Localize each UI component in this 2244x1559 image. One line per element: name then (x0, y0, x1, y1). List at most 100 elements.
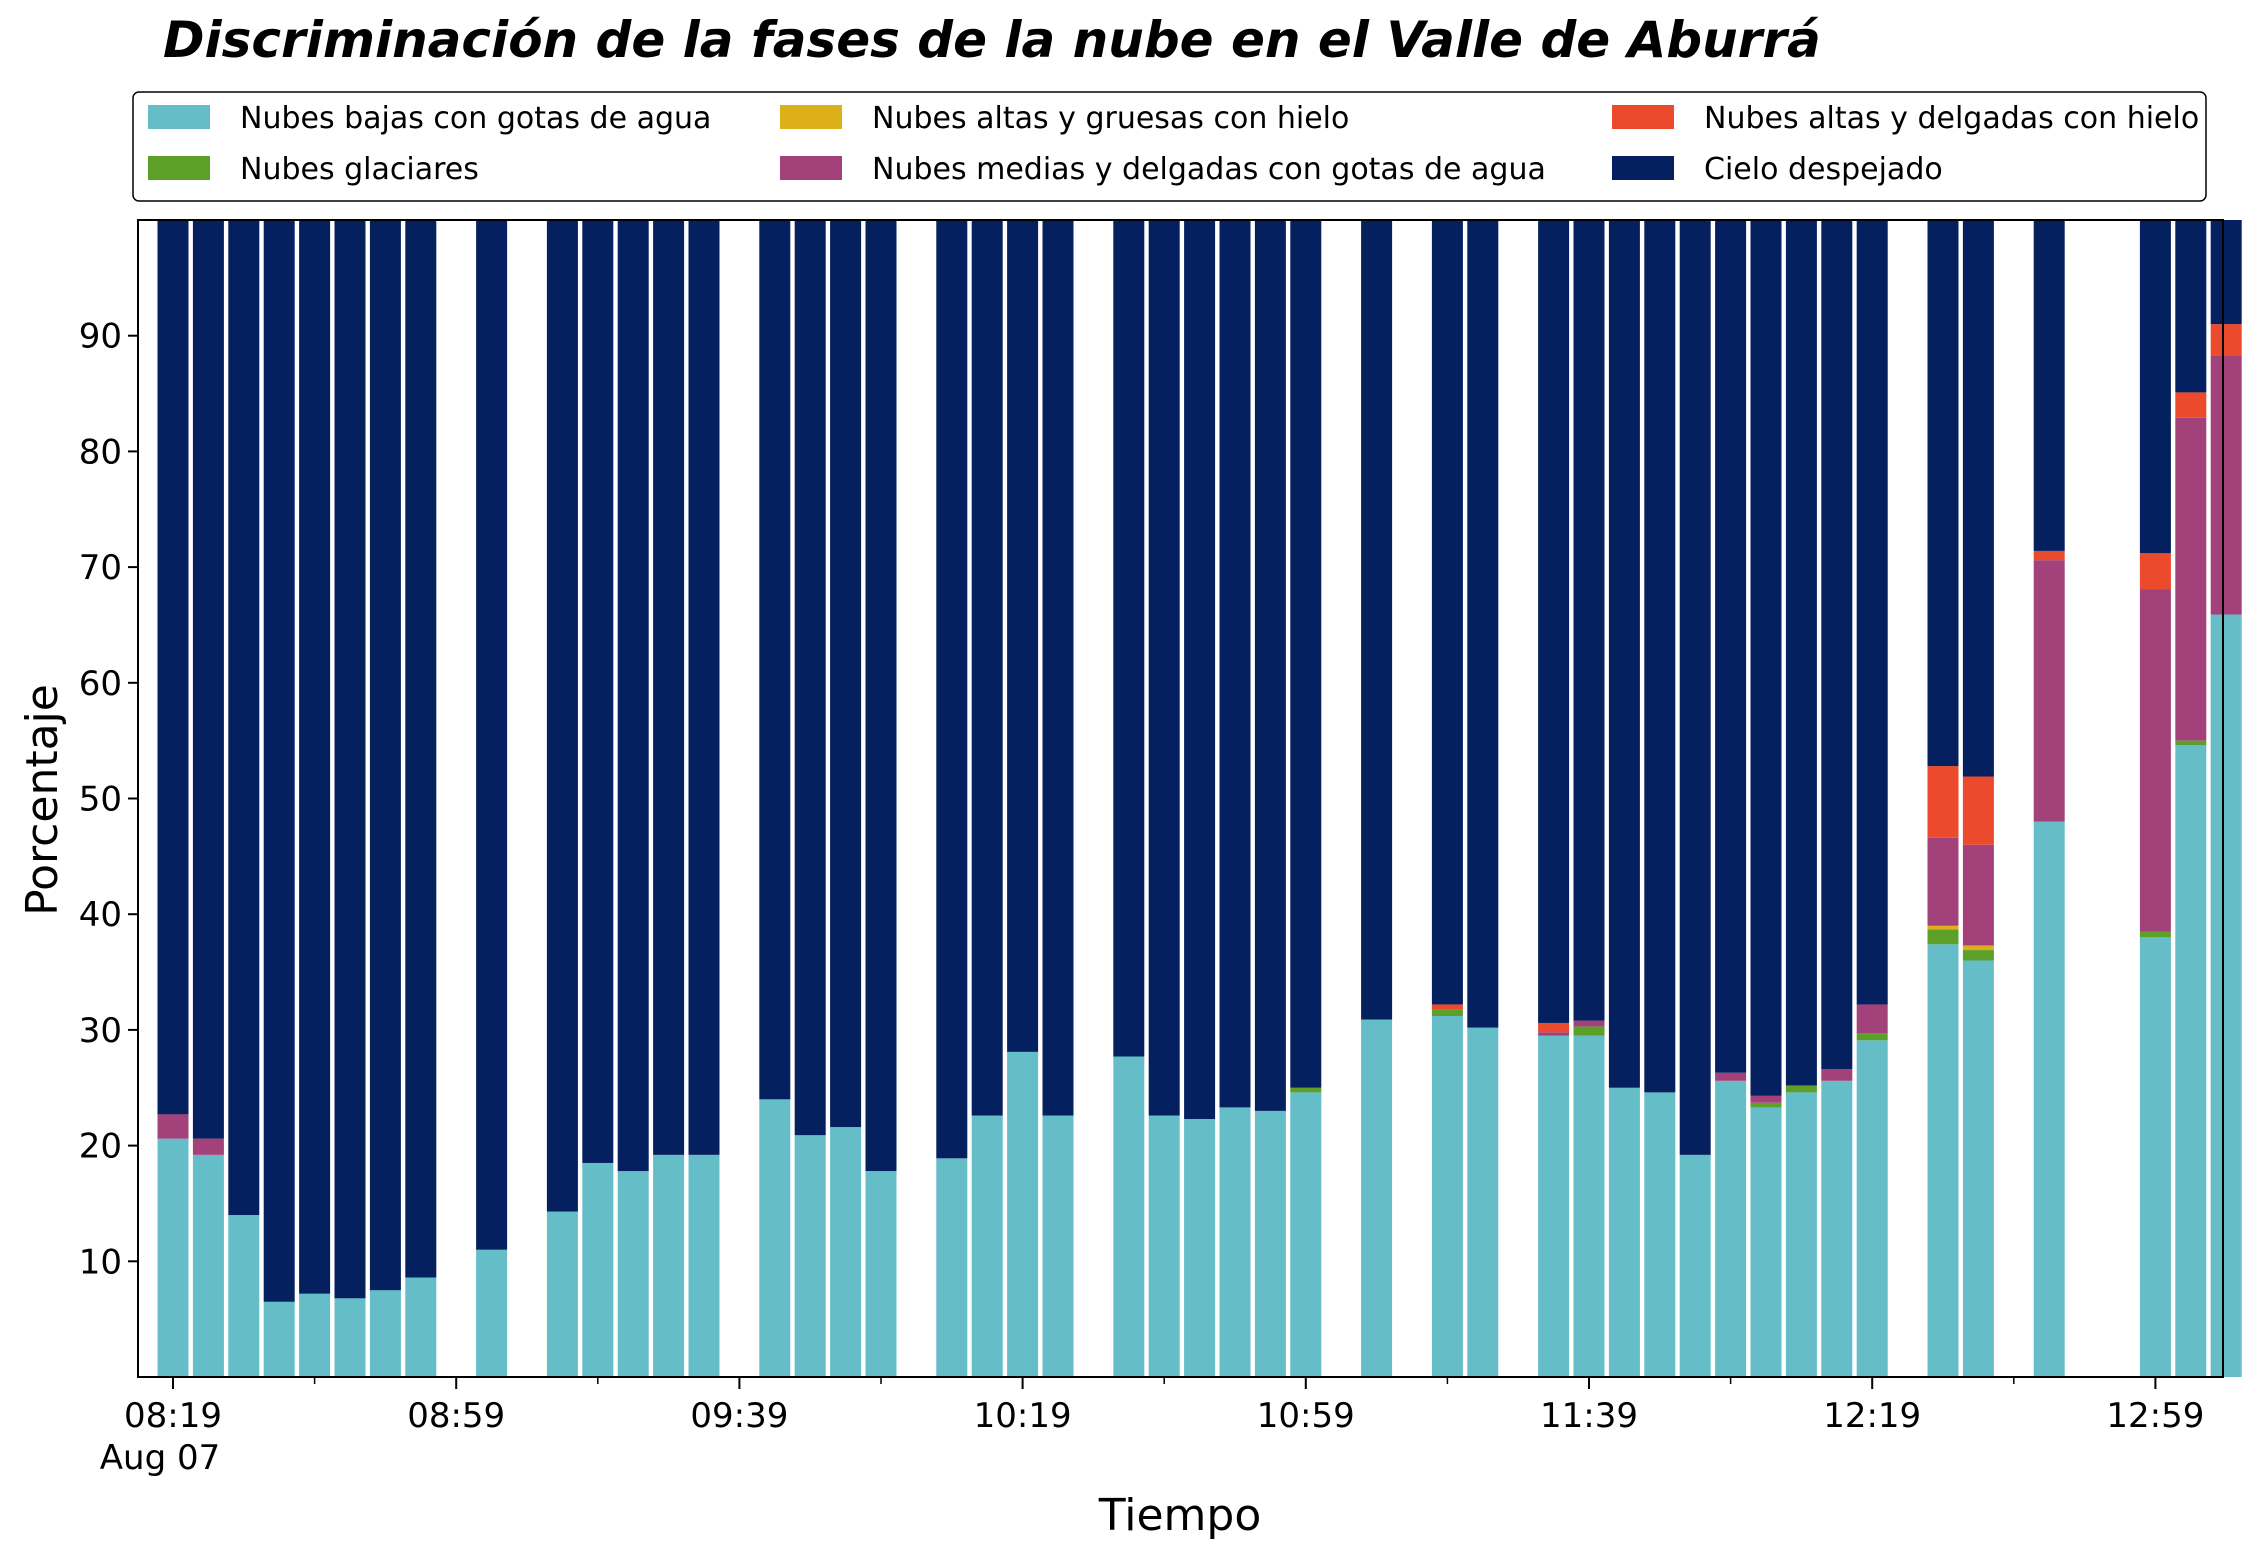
bar-segment-nubes-glaciares (2175, 740, 2207, 746)
bar-segment-nubes-medias-y-delgadas-con-gotas-de-agua (1750, 1095, 1782, 1103)
bar-segment-cielo-despejado (476, 220, 508, 1250)
bar-segment-cielo-despejado (1042, 220, 1074, 1116)
bar-segment-nubes-bajas-con-gotas-de-agua (582, 1162, 614, 1377)
bar-segment-cielo-despejado (228, 220, 260, 1216)
bar-segment-nubes-altas-y-gruesas-con-hielo (1927, 925, 1959, 930)
bar-segment-cielo-despejado (1750, 220, 1782, 1096)
bar-segment-nubes-bajas-con-gotas-de-agua (1644, 1092, 1676, 1377)
bar-segment-nubes-altas-y-delgadas-con-hielo (1927, 766, 1959, 838)
bar-segment-cielo-despejado (2033, 220, 2065, 551)
legend-frame (132, 91, 2207, 202)
bar-segment-nubes-medias-y-delgadas-con-gotas-de-agua (1821, 1069, 1853, 1081)
y-tick-label: 80 (79, 432, 122, 472)
legend-swatch-nubes-glaciares (148, 156, 210, 180)
y-tick-label: 10 (79, 1242, 122, 1282)
bar-segment-nubes-bajas-con-gotas-de-agua (157, 1138, 189, 1377)
bar-segment-cielo-despejado (299, 220, 331, 1294)
bar-segment-nubes-altas-y-delgadas-con-hielo (2139, 553, 2171, 590)
bar-segment-nubes-bajas-con-gotas-de-agua (2033, 821, 2065, 1377)
bar-segment-nubes-glaciares (2139, 931, 2171, 938)
bar-segment-nubes-medias-y-delgadas-con-gotas-de-agua (157, 1114, 189, 1139)
bar-segment-nubes-bajas-con-gotas-de-agua (1431, 1016, 1463, 1377)
bar-segment-nubes-bajas-con-gotas-de-agua (1042, 1115, 1074, 1377)
bar-segment-nubes-bajas-con-gotas-de-agua (865, 1171, 897, 1377)
bar-segment-nubes-glaciares (1785, 1085, 1817, 1093)
bar-segment-cielo-despejado (1608, 220, 1640, 1088)
bar-segment-nubes-bajas-con-gotas-de-agua (2210, 614, 2242, 1377)
bar-segment-cielo-despejado (1184, 220, 1216, 1119)
chart-title: Discriminación de la fases de la nube en… (163, 11, 1821, 69)
bar-segment-nubes-glaciares (1962, 950, 1994, 961)
bar-segment-cielo-despejado (1467, 220, 1499, 1028)
bar-segment-nubes-bajas-con-gotas-de-agua (1962, 960, 1994, 1377)
bar-segment-nubes-altas-y-delgadas-con-hielo (1962, 776, 1994, 845)
bar-segment-nubes-bajas-con-gotas-de-agua (228, 1215, 260, 1377)
legend-label-nubes-bajas-con-gotas-de-agua: Nubes bajas con gotas de agua (240, 101, 711, 136)
bar-segment-cielo-despejado (1431, 220, 1463, 1005)
bar-segment-nubes-medias-y-delgadas-con-gotas-de-agua (2033, 560, 2065, 822)
legend-swatch-nubes-altas-y-delgadas-con-hielo (1612, 105, 1674, 129)
x-tick-label: 12:59 (2106, 1396, 2204, 1436)
bar-segment-nubes-bajas-con-gotas-de-agua (1254, 1110, 1286, 1377)
bar-segment-nubes-bajas-con-gotas-de-agua (1148, 1115, 1180, 1377)
bar-segment-nubes-medias-y-delgadas-con-gotas-de-agua (1927, 837, 1959, 926)
bar-segment-cielo-despejado (157, 220, 189, 1115)
bar-segment-cielo-despejado (971, 220, 1003, 1116)
legend-label-nubes-altas-y-gruesas-con-hielo: Nubes altas y gruesas con hielo (872, 101, 1349, 136)
bar-segment-nubes-bajas-con-gotas-de-agua (476, 1249, 508, 1377)
bar-segment-cielo-despejado (1538, 220, 1570, 1023)
bar-segment-cielo-despejado (263, 220, 295, 1302)
bar-segment-cielo-despejado (1679, 220, 1711, 1155)
bar-segment-nubes-bajas-con-gotas-de-agua (759, 1099, 791, 1377)
bar-segment-cielo-despejado (936, 220, 968, 1159)
bar-segment-cielo-despejado (759, 220, 791, 1100)
bar-segment-nubes-bajas-con-gotas-de-agua (405, 1277, 437, 1377)
bar-segment-cielo-despejado (546, 220, 578, 1212)
legend-swatch-nubes-medias-y-delgadas-con-gotas-de-agua (780, 156, 842, 180)
bar-segment-nubes-medias-y-delgadas-con-gotas-de-agua (1962, 844, 1994, 946)
bar-segment-nubes-medias-y-delgadas-con-gotas-de-agua (1715, 1072, 1747, 1081)
bar-segment-nubes-bajas-con-gotas-de-agua (1821, 1080, 1853, 1377)
y-axis-label: Porcentaje (17, 684, 68, 916)
y-tick-label: 20 (79, 1127, 122, 1167)
bar-segment-cielo-despejado (1644, 220, 1676, 1093)
bar-segment-nubes-altas-y-delgadas-con-hielo (1431, 1004, 1463, 1010)
x-tick-label: 11:39 (1540, 1396, 1638, 1436)
bar-segment-cielo-despejado (1113, 220, 1145, 1057)
bar-segment-cielo-despejado (1962, 220, 1994, 777)
x-date-label: Aug 07 (100, 1438, 220, 1478)
legend-label-nubes-altas-y-delgadas-con-hielo: Nubes altas y delgadas con hielo (1704, 101, 2199, 136)
bar-segment-nubes-bajas-con-gotas-de-agua (794, 1135, 826, 1377)
bar-segment-nubes-altas-y-gruesas-con-hielo (1962, 945, 1994, 951)
bar-segment-nubes-bajas-con-gotas-de-agua (2139, 937, 2171, 1377)
bar-area (157, 220, 2242, 1377)
bar-segment-nubes-bajas-con-gotas-de-agua (1113, 1056, 1145, 1377)
legend-swatch-cielo-despejado (1612, 156, 1674, 180)
x-tick-label: 10:59 (1257, 1396, 1355, 1436)
bar-segment-nubes-glaciares (1927, 929, 1959, 945)
bar-segment-nubes-bajas-con-gotas-de-agua (1219, 1107, 1251, 1377)
bar-segment-cielo-despejado (1148, 220, 1180, 1116)
y-tick-label: 30 (79, 1011, 122, 1051)
bar-segment-cielo-despejado (369, 220, 401, 1291)
bar-segment-nubes-medias-y-delgadas-con-gotas-de-agua (1538, 1032, 1570, 1036)
bar-segment-cielo-despejado (405, 220, 437, 1278)
bar-segment-cielo-despejado (1361, 220, 1393, 1020)
legend-label-cielo-despejado: Cielo despejado (1704, 152, 1943, 187)
y-tick-label: 40 (79, 895, 122, 935)
y-tick-label: 90 (79, 317, 122, 357)
bar-segment-nubes-bajas-con-gotas-de-agua (617, 1171, 649, 1377)
bar-segment-nubes-bajas-con-gotas-de-agua (936, 1158, 968, 1377)
bar-segment-cielo-despejado (1856, 220, 1888, 1005)
bar-segment-cielo-despejado (1785, 220, 1817, 1086)
bar-segment-cielo-despejado (192, 220, 224, 1139)
plot-frame (137, 219, 2224, 1378)
bar-segment-nubes-bajas-con-gotas-de-agua (299, 1293, 331, 1377)
bar-segment-nubes-medias-y-delgadas-con-gotas-de-agua (192, 1138, 224, 1155)
bar-segment-nubes-altas-y-delgadas-con-hielo (1538, 1022, 1570, 1033)
bar-segment-nubes-bajas-con-gotas-de-agua (334, 1298, 366, 1377)
bar-segment-nubes-bajas-con-gotas-de-agua (1856, 1040, 1888, 1377)
bar-segment-nubes-bajas-con-gotas-de-agua (2175, 745, 2207, 1377)
bar-segment-cielo-despejado (2175, 220, 2207, 393)
